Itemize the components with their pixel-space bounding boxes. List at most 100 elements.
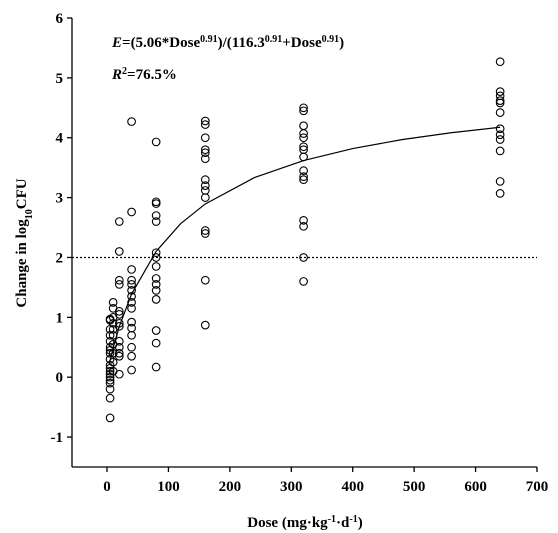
data-point <box>151 217 161 226</box>
text-segment: )/(116.3 <box>218 35 265 51</box>
data-point <box>495 177 505 186</box>
text-segment: =76.5% <box>127 67 177 83</box>
text-segment: Change in log <box>14 219 30 308</box>
text-segment: 0.91 <box>265 34 283 45</box>
x-tick-label: 600 <box>464 479 487 495</box>
data-point <box>200 320 210 330</box>
equation: E=(5.06*Dose0.91)/(116.30.91+Dose0.91) <box>111 34 344 52</box>
x-tick-label: 300 <box>280 479 303 495</box>
text-segment: ) <box>358 515 363 531</box>
data-point <box>151 274 161 283</box>
data-point <box>114 309 124 319</box>
data-point <box>105 413 115 423</box>
data-point <box>299 152 308 162</box>
data-point <box>299 133 308 143</box>
data-point <box>114 336 124 346</box>
data-point <box>200 193 210 202</box>
data-point <box>127 275 136 285</box>
text-segment: -1 <box>328 514 336 525</box>
data-point <box>108 298 118 307</box>
data-point <box>200 154 210 164</box>
data-point <box>151 137 161 147</box>
x-tick-label: 200 <box>219 479 242 495</box>
data-point <box>151 199 161 208</box>
text-segment: =(5.06*Dose <box>122 35 200 51</box>
data-point <box>495 96 505 105</box>
y-tick-label: 2 <box>56 250 64 266</box>
data-point <box>299 175 308 184</box>
y-tick-label: 5 <box>56 71 64 87</box>
x-axis-label: Dose (mg·kg-1·d-1) <box>247 514 362 532</box>
text-segment: ·d <box>336 515 350 531</box>
text-segment: R <box>111 67 122 83</box>
data-point <box>151 286 161 295</box>
data-point <box>151 326 161 335</box>
y-tick-label: -1 <box>51 430 64 446</box>
data-point <box>495 124 505 134</box>
data-point <box>151 362 161 372</box>
data-point <box>114 306 124 316</box>
data-point <box>495 146 505 156</box>
data-point <box>299 221 308 231</box>
data-point <box>127 286 136 295</box>
data-point <box>495 87 505 96</box>
data-point <box>495 98 505 108</box>
data-point <box>127 280 136 289</box>
data-point <box>114 369 124 379</box>
data-point <box>105 375 115 385</box>
data-point <box>151 338 161 348</box>
data-point <box>114 342 124 352</box>
data-point <box>299 172 308 181</box>
data-point <box>127 298 136 307</box>
text-segment: 10 <box>24 209 35 219</box>
data-point <box>127 330 136 340</box>
x-tick-label: 400 <box>341 479 364 495</box>
x-tick-label: 100 <box>157 479 180 495</box>
data-point <box>200 175 210 184</box>
data-point <box>151 295 161 304</box>
data-point <box>200 181 210 190</box>
data-point <box>114 318 124 328</box>
data-point <box>151 253 161 262</box>
data-point <box>200 229 210 238</box>
text-segment: CFU <box>14 178 30 209</box>
data-point <box>299 277 308 286</box>
data-point <box>200 226 210 235</box>
data-point <box>105 378 115 388</box>
data-point <box>108 357 118 367</box>
data-point <box>200 145 210 155</box>
data-point <box>127 265 136 274</box>
data-point <box>151 211 161 220</box>
x-tick-label: 700 <box>526 479 549 495</box>
data-point <box>114 247 124 256</box>
data-point <box>114 217 124 226</box>
data-point <box>114 280 124 289</box>
fitted-curve <box>109 126 501 361</box>
data-point <box>127 342 136 352</box>
data-point <box>151 248 161 258</box>
data-point <box>200 148 210 158</box>
x-tick-label: 500 <box>403 479 426 495</box>
data-point <box>495 135 505 144</box>
data-point <box>127 304 136 313</box>
data-point <box>200 116 210 126</box>
text-segment: Dose (mg·kg <box>247 515 328 531</box>
data-point <box>151 197 161 207</box>
text-segment: +Dose <box>282 35 322 51</box>
y-tick-label: 0 <box>56 370 64 386</box>
data-point <box>105 393 115 403</box>
data-point <box>105 348 115 358</box>
data-point <box>127 351 136 361</box>
text-segment: 0.91 <box>200 34 218 45</box>
data-point <box>105 366 115 376</box>
data-point <box>127 317 136 327</box>
data-point <box>127 365 136 375</box>
x-tick-label: 0 <box>103 479 111 495</box>
data-point <box>299 121 308 131</box>
data-point <box>114 275 124 285</box>
data-point <box>151 262 161 271</box>
text-segment: 2 <box>122 66 127 77</box>
text-segment: E <box>111 35 122 51</box>
y-axis-label: Change in log10CFU <box>14 178 35 307</box>
